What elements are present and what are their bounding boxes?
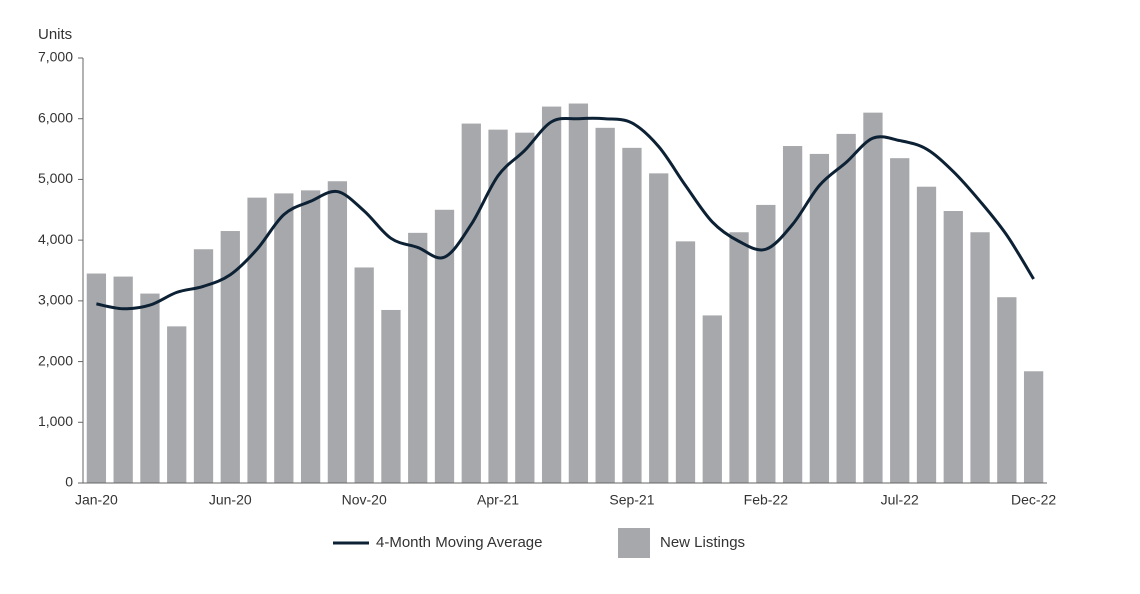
moving-average-line — [96, 116, 1035, 311]
x-tick-label: Jan-20 — [75, 492, 118, 508]
bar — [354, 267, 374, 483]
bar — [997, 297, 1017, 483]
bar — [916, 186, 937, 483]
x-tick-label: Apr-21 — [477, 492, 519, 508]
bar — [863, 112, 883, 484]
y-tick-label: 5,000 — [38, 170, 73, 186]
bar — [595, 127, 615, 484]
bar — [434, 209, 455, 484]
bar — [274, 193, 294, 483]
x-tick-label: Jun-20 — [209, 492, 252, 508]
bar — [408, 232, 428, 483]
x-tick-label: Feb-22 — [744, 492, 789, 508]
bar — [890, 158, 910, 483]
x-tick-label: Nov-20 — [342, 492, 387, 508]
bar — [327, 181, 348, 483]
y-tick-label: 7,000 — [38, 49, 73, 65]
bar — [461, 123, 481, 484]
legend-label: New Listings — [660, 534, 745, 551]
bar — [809, 153, 830, 483]
bar — [782, 146, 803, 484]
bar — [300, 190, 321, 483]
legend-swatch — [618, 528, 650, 558]
bar — [568, 103, 589, 484]
y-tick-label: 0 — [65, 474, 73, 490]
bar — [86, 273, 107, 483]
bar — [193, 249, 214, 483]
bar — [943, 211, 963, 483]
legend-label: 4-Month Moving Average — [376, 534, 543, 551]
bar — [140, 293, 160, 483]
x-tick-label: Sep-21 — [609, 492, 654, 508]
y-tick-label: 4,000 — [38, 231, 73, 247]
bar — [167, 326, 187, 483]
x-tick-label: Jul-22 — [881, 492, 919, 508]
bar — [970, 232, 990, 483]
bar — [381, 309, 401, 483]
x-tick-label: Dec-22 — [1011, 492, 1056, 508]
y-tick-label: 1,000 — [38, 413, 73, 429]
bar — [541, 106, 562, 484]
bar — [702, 315, 722, 483]
y-tick-label: 6,000 — [38, 109, 73, 125]
y-tick-label: 2,000 — [38, 352, 73, 368]
bar — [622, 147, 642, 483]
bar — [488, 129, 508, 483]
bar — [675, 241, 696, 483]
bar — [649, 173, 669, 483]
y-tick-label: 3,000 — [38, 292, 73, 308]
bar — [220, 231, 240, 483]
bar — [729, 232, 749, 483]
bar — [515, 132, 535, 483]
bar — [113, 276, 133, 483]
bar — [836, 133, 856, 483]
bar — [247, 197, 267, 483]
bar — [756, 204, 776, 483]
bar — [1023, 371, 1044, 483]
y-axis-label: Units — [38, 26, 72, 43]
